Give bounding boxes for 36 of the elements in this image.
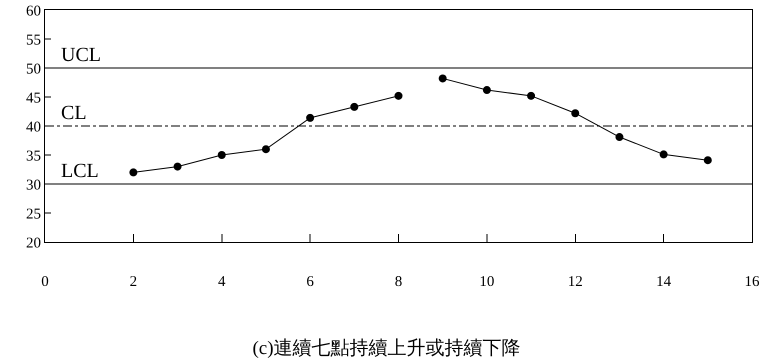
- point: [394, 92, 402, 100]
- y-tick-label: 40: [26, 119, 41, 136]
- point: [482, 86, 491, 94]
- point: [306, 114, 314, 122]
- point: [527, 92, 536, 100]
- point: [174, 162, 182, 171]
- point: [350, 102, 358, 111]
- y-tick-label: 30: [26, 177, 41, 194]
- point: [218, 151, 226, 159]
- ref-line-label: LCL: [61, 160, 99, 182]
- text: (c)連續七點持續上升或持續下降: [252, 338, 521, 359]
- point: [704, 156, 712, 164]
- y-tick-label: 60: [26, 3, 41, 20]
- y-tick-label: 35: [26, 148, 41, 164]
- x-tick-label: 8: [394, 274, 402, 290]
- x-tick-label: 10: [479, 274, 494, 290]
- point: [615, 133, 624, 142]
- point: [438, 74, 447, 82]
- y-tick-label: 25: [26, 206, 41, 222]
- x-tick-label: 0: [41, 274, 49, 290]
- point: [660, 150, 668, 158]
- y-tick-label: 50: [26, 61, 41, 78]
- x-tick-label: 4: [218, 274, 226, 290]
- x-tick-label: 14: [656, 274, 672, 290]
- x-tick-label: 12: [568, 274, 583, 290]
- y-tick-label: 55: [26, 32, 41, 48]
- y-tick-label: 20: [26, 235, 41, 252]
- ref-line-label: UCL: [61, 44, 101, 66]
- point: [129, 168, 138, 176]
- ref-line-label: CL: [61, 102, 87, 124]
- point: [262, 145, 270, 154]
- point: [571, 109, 580, 118]
- x-tick-label: 2: [130, 274, 138, 290]
- x-tick-label: 6: [306, 274, 314, 290]
- x-tick-label: 16: [744, 274, 760, 290]
- y-tick-label: 45: [26, 90, 41, 106]
